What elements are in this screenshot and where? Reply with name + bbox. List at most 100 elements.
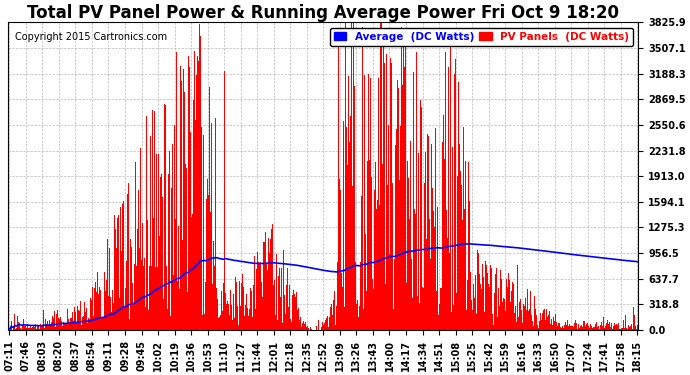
Bar <box>430 259 431 330</box>
Bar <box>183 69 184 330</box>
Bar <box>297 315 299 330</box>
Bar <box>344 93 346 330</box>
Bar <box>465 161 466 330</box>
Bar <box>213 241 214 330</box>
Bar <box>494 293 495 330</box>
Bar <box>148 310 149 330</box>
Bar <box>623 320 624 330</box>
Bar <box>230 305 232 330</box>
Bar <box>339 190 341 330</box>
Bar <box>292 295 293 330</box>
Bar <box>285 314 286 330</box>
Bar <box>104 272 105 330</box>
Bar <box>57 310 58 330</box>
Bar <box>382 164 383 330</box>
Bar <box>624 315 626 330</box>
Bar <box>421 107 422 330</box>
Bar <box>318 320 319 330</box>
Bar <box>95 282 97 330</box>
Bar <box>331 304 333 330</box>
Bar <box>533 308 535 330</box>
Bar <box>134 264 135 330</box>
Bar <box>216 288 217 330</box>
Bar <box>178 226 179 330</box>
Bar <box>471 300 473 330</box>
Bar <box>257 252 258 330</box>
Bar <box>82 317 83 330</box>
Bar <box>585 326 586 330</box>
Bar <box>501 279 502 330</box>
Legend: Average  (DC Watts), PV Panels  (DC Watts): Average (DC Watts), PV Panels (DC Watts) <box>330 27 633 46</box>
Bar <box>269 254 270 330</box>
Bar <box>306 327 307 330</box>
Bar <box>606 323 607 330</box>
Bar <box>299 320 300 330</box>
Bar <box>36 329 37 330</box>
Bar <box>558 323 559 330</box>
Bar <box>634 315 635 330</box>
Bar <box>115 229 116 330</box>
Bar <box>184 92 185 330</box>
Bar <box>539 321 540 330</box>
Bar <box>575 321 576 330</box>
Bar <box>338 48 339 330</box>
Bar <box>303 321 304 330</box>
Bar <box>54 311 55 330</box>
Bar <box>443 116 444 330</box>
Bar <box>554 321 555 330</box>
Bar <box>366 291 367 330</box>
Bar <box>569 324 570 330</box>
Bar <box>241 284 242 330</box>
Bar <box>284 295 285 330</box>
Bar <box>89 318 90 330</box>
Bar <box>154 111 155 330</box>
Bar <box>417 296 418 330</box>
Bar <box>324 323 325 330</box>
Bar <box>98 294 99 330</box>
Bar <box>515 321 517 330</box>
Bar <box>180 66 181 330</box>
Bar <box>468 162 469 330</box>
Bar <box>463 127 464 330</box>
Bar <box>175 219 176 330</box>
Bar <box>268 238 269 330</box>
Bar <box>23 319 24 330</box>
Bar <box>372 279 373 330</box>
Bar <box>388 254 390 330</box>
Bar <box>466 280 468 330</box>
Bar <box>578 324 579 330</box>
Bar <box>482 264 483 330</box>
Bar <box>406 161 408 330</box>
Bar <box>262 297 263 330</box>
Bar <box>170 189 172 330</box>
Bar <box>228 304 229 330</box>
Bar <box>232 320 233 330</box>
Bar <box>614 323 615 330</box>
Bar <box>391 320 393 330</box>
Bar <box>610 327 611 330</box>
Bar <box>197 56 198 330</box>
Bar <box>325 320 326 330</box>
Bar <box>41 325 42 330</box>
Bar <box>351 22 352 330</box>
Bar <box>526 310 527 330</box>
Bar <box>79 311 80 330</box>
Bar <box>302 323 303 330</box>
Bar <box>357 317 359 330</box>
Bar <box>248 309 250 330</box>
Bar <box>548 315 549 330</box>
Bar <box>55 327 56 330</box>
Bar <box>254 256 255 330</box>
Bar <box>442 142 443 330</box>
Bar <box>508 273 509 330</box>
Bar <box>194 51 195 330</box>
Bar <box>413 72 414 330</box>
Bar <box>242 274 243 330</box>
Bar <box>621 328 622 330</box>
Bar <box>502 302 504 330</box>
Bar <box>453 74 455 330</box>
Bar <box>592 328 593 330</box>
Bar <box>215 118 216 330</box>
Bar <box>130 239 131 330</box>
Bar <box>147 220 148 330</box>
